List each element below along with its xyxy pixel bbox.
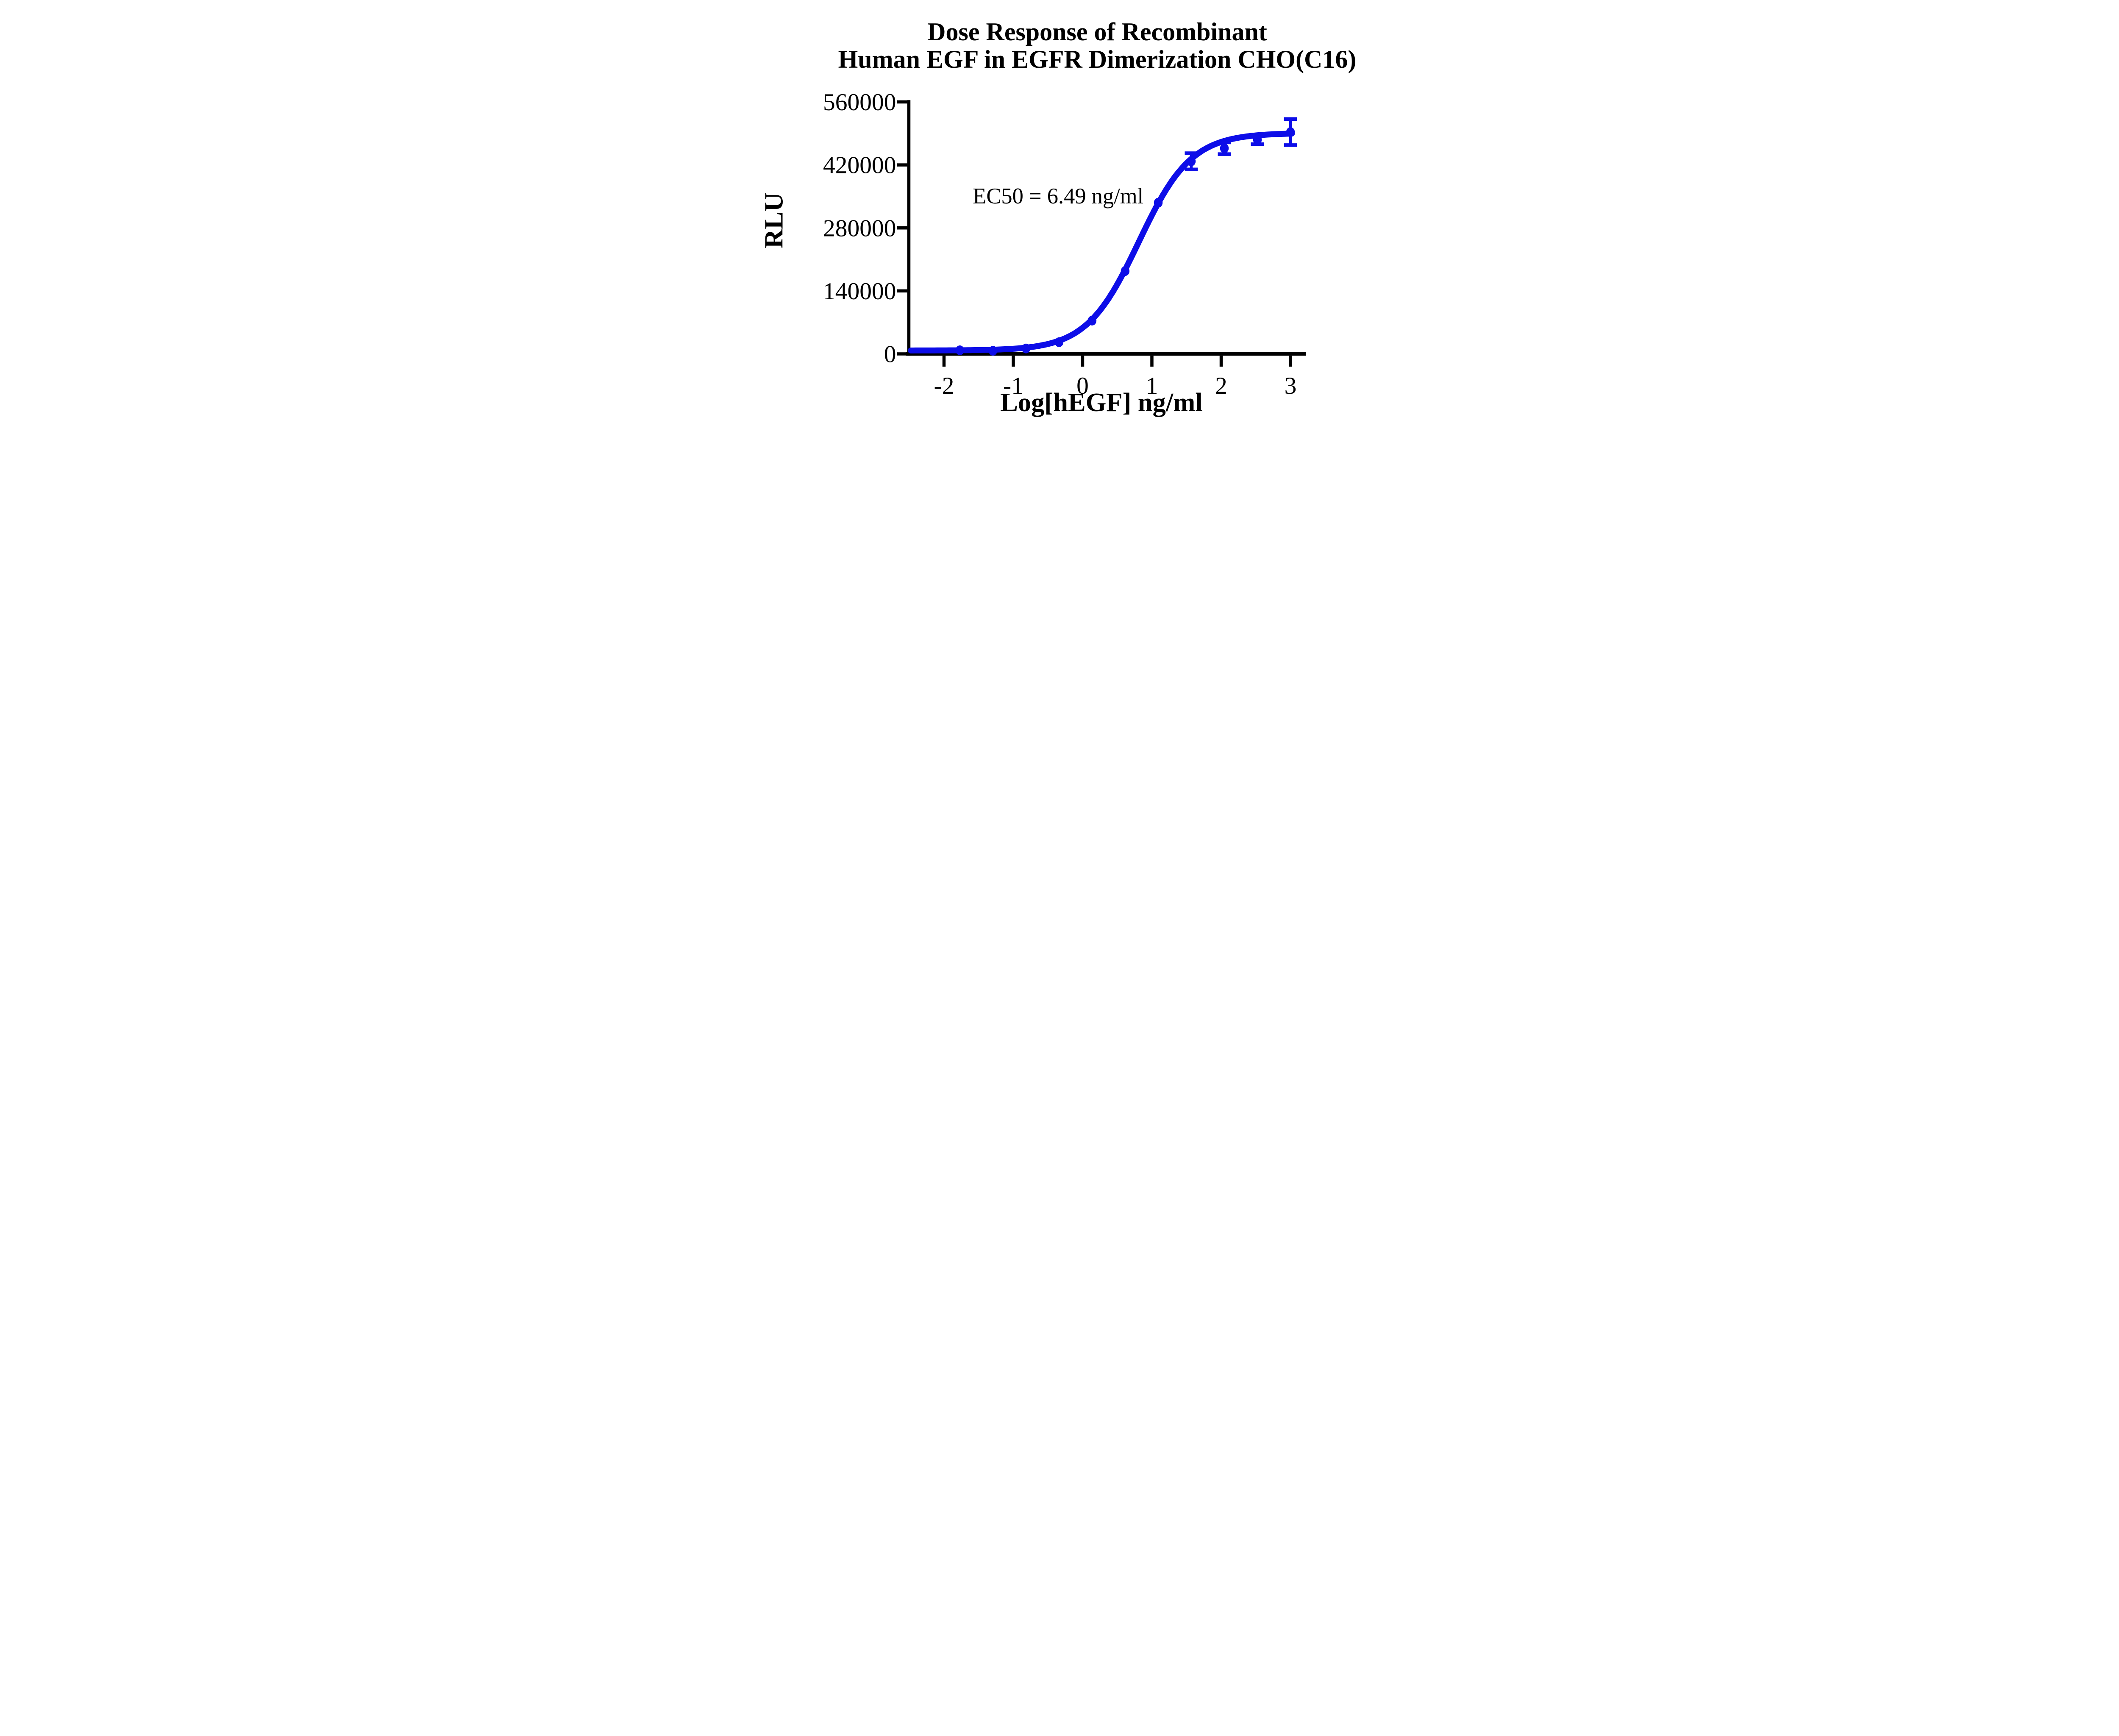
data-point — [955, 345, 964, 356]
y-tick-label: 560000 — [823, 89, 896, 116]
data-point — [1087, 315, 1096, 326]
y-tick-label: 140000 — [823, 278, 896, 305]
y-tick-label: 420000 — [823, 152, 896, 179]
dose-response-figure: Dose Response of Recombinant Human EGF i… — [751, 0, 1368, 434]
data-point — [1121, 266, 1129, 276]
x-tick-label: -2 — [934, 373, 954, 399]
x-axis-title: Log[hEGF] ng/ml — [1000, 387, 1202, 417]
y-axis-title: RLU — [759, 192, 788, 248]
axes — [897, 100, 1306, 367]
x-tick-label: 2 — [1215, 373, 1227, 399]
data-point — [988, 346, 997, 356]
data-point — [1021, 343, 1030, 353]
chart-title-line1: Dose Response of Recombinant — [927, 18, 1267, 46]
x-tick-label: 0 — [1076, 373, 1089, 399]
dose-response-curve — [907, 131, 1295, 353]
data-point — [1253, 135, 1262, 145]
data-point — [1187, 156, 1196, 167]
tick-labels-layer: -2 -1 0 1 2 3 0 140000 280000 420000 560000 — [823, 89, 1296, 399]
dose-response-chart: Dose Response of Recombinant Human EGF i… — [751, 0, 1368, 434]
data-point — [1054, 337, 1063, 347]
data-point — [1220, 143, 1229, 153]
chart-title-line2: Human EGF in EGFR Dimerization CHO(C16) — [838, 45, 1356, 73]
data-points-layer — [955, 127, 1295, 356]
x-tick-label: 1 — [1146, 373, 1158, 399]
x-tick-label: 3 — [1284, 373, 1296, 399]
y-tick-label: 280000 — [823, 215, 896, 242]
error-bars-layer — [1185, 117, 1297, 171]
fit-curve-layer — [907, 131, 1295, 353]
y-tick-label: 0 — [884, 341, 896, 368]
ec50-annotation: EC50 = 6.49 ng/ml — [973, 184, 1143, 209]
x-tick-label: -1 — [1003, 373, 1023, 399]
data-point — [1154, 198, 1162, 208]
data-point — [1286, 127, 1295, 137]
